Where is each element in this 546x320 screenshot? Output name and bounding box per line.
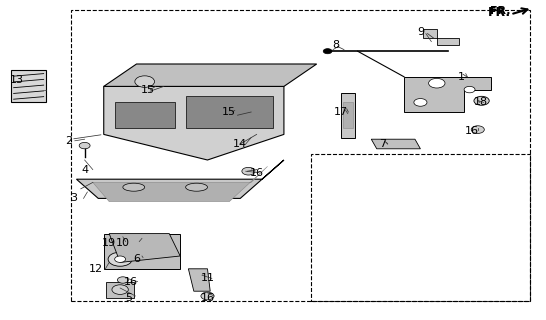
Circle shape bbox=[429, 78, 445, 88]
Text: 3: 3 bbox=[70, 193, 77, 204]
Text: 15: 15 bbox=[140, 84, 155, 95]
Text: 19: 19 bbox=[102, 238, 116, 248]
Text: FR.: FR. bbox=[490, 6, 511, 16]
Circle shape bbox=[323, 49, 332, 54]
Text: 16: 16 bbox=[250, 168, 264, 178]
Text: 10: 10 bbox=[116, 238, 130, 248]
Bar bbox=[71, 10, 530, 301]
Text: 14: 14 bbox=[233, 139, 247, 149]
Bar bbox=[341, 93, 355, 138]
Circle shape bbox=[242, 167, 255, 175]
Circle shape bbox=[115, 256, 126, 262]
Circle shape bbox=[474, 96, 489, 105]
Bar bbox=[11, 70, 46, 102]
Text: FR.: FR. bbox=[488, 6, 511, 19]
Polygon shape bbox=[404, 77, 491, 112]
Circle shape bbox=[464, 86, 475, 93]
Text: 16: 16 bbox=[200, 292, 215, 303]
Polygon shape bbox=[76, 160, 284, 198]
Ellipse shape bbox=[123, 183, 145, 191]
Text: 6: 6 bbox=[133, 254, 140, 264]
Text: 4: 4 bbox=[81, 164, 88, 175]
Polygon shape bbox=[106, 282, 134, 298]
Polygon shape bbox=[115, 102, 175, 128]
Polygon shape bbox=[104, 86, 284, 160]
Text: 13: 13 bbox=[9, 75, 23, 85]
Circle shape bbox=[108, 252, 132, 266]
Text: 16: 16 bbox=[465, 126, 479, 136]
Text: 12: 12 bbox=[88, 264, 103, 274]
Circle shape bbox=[135, 76, 155, 87]
Text: 5: 5 bbox=[125, 292, 132, 303]
Text: 11: 11 bbox=[200, 273, 215, 284]
Text: 2: 2 bbox=[64, 136, 72, 146]
Text: 1: 1 bbox=[458, 72, 465, 82]
Polygon shape bbox=[188, 269, 210, 291]
Text: 9: 9 bbox=[417, 27, 424, 37]
Polygon shape bbox=[371, 139, 420, 149]
Circle shape bbox=[117, 277, 128, 283]
Circle shape bbox=[112, 285, 128, 294]
Ellipse shape bbox=[186, 183, 207, 191]
Text: 7: 7 bbox=[378, 139, 386, 149]
Bar bbox=[343, 102, 353, 128]
Circle shape bbox=[79, 142, 90, 149]
Polygon shape bbox=[423, 29, 459, 45]
Polygon shape bbox=[104, 234, 180, 269]
Circle shape bbox=[414, 99, 427, 106]
Text: 15: 15 bbox=[222, 107, 236, 117]
Text: 8: 8 bbox=[332, 40, 340, 50]
Bar bbox=[311, 154, 530, 301]
Polygon shape bbox=[186, 96, 273, 128]
Text: 18: 18 bbox=[473, 97, 488, 108]
Polygon shape bbox=[93, 166, 268, 202]
Text: 17: 17 bbox=[334, 107, 348, 117]
Text: 16: 16 bbox=[124, 276, 138, 287]
Polygon shape bbox=[104, 64, 317, 86]
Circle shape bbox=[201, 292, 214, 300]
Polygon shape bbox=[109, 234, 180, 262]
Circle shape bbox=[471, 126, 484, 133]
